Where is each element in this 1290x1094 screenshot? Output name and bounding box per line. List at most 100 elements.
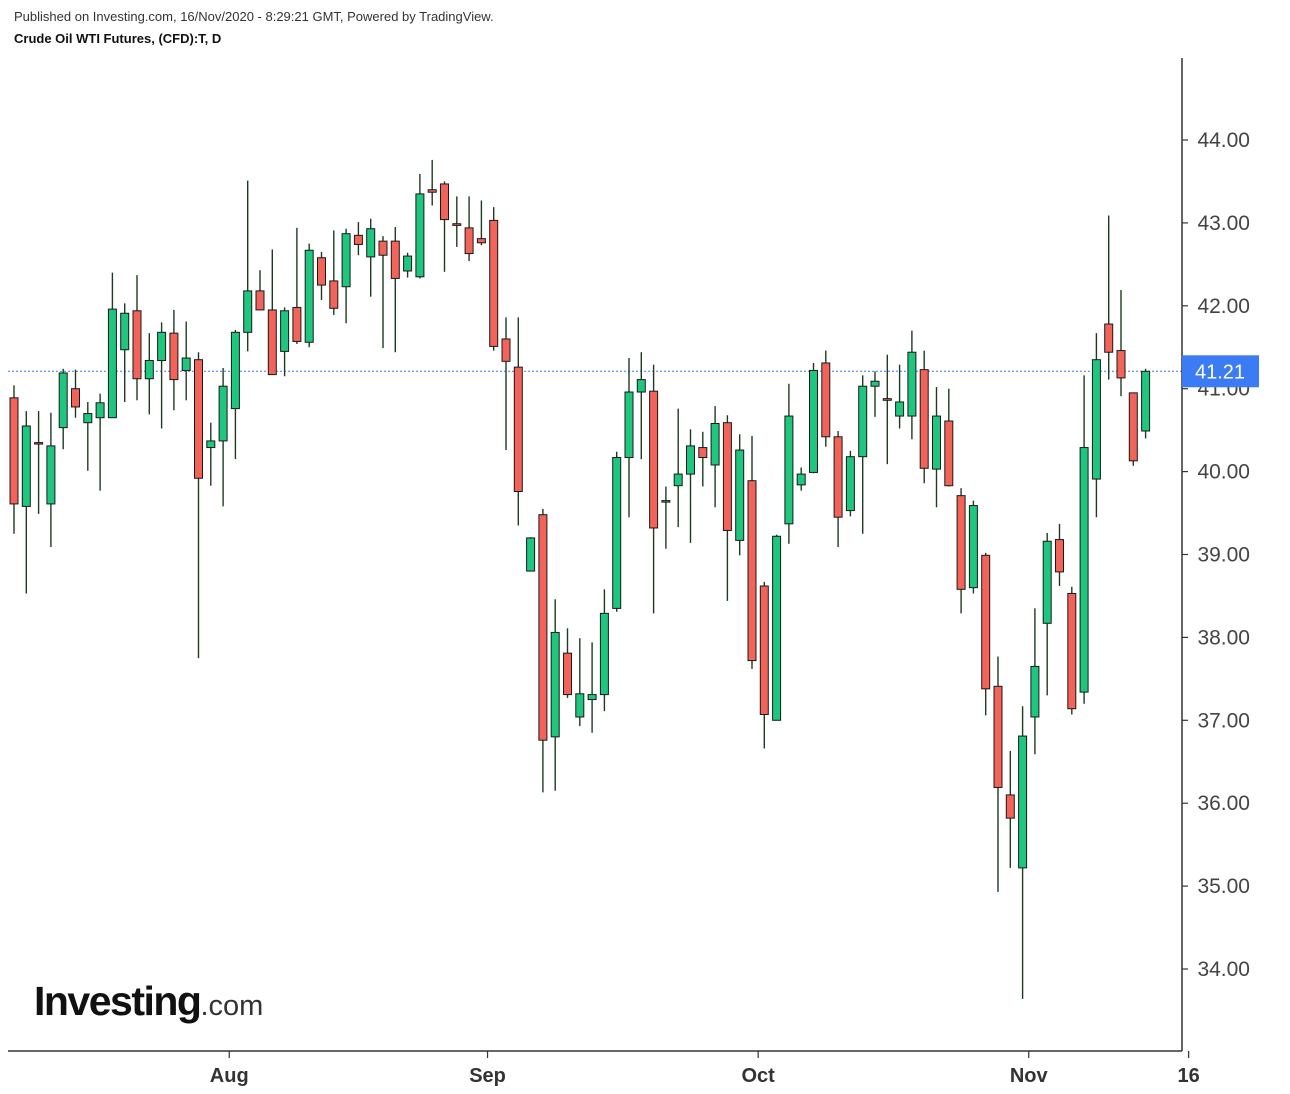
candle-body-up [845,456,855,512]
candle [243,180,253,352]
candle-body-up [218,385,228,442]
candle-body-up [1079,447,1089,693]
candle-body-up [181,357,191,371]
candle-body-up [46,445,56,505]
candle-body-up [1141,370,1151,432]
candle [304,243,314,348]
candle-body-down [1067,592,1077,710]
candle-body-down [378,240,388,256]
candle-body-up [95,402,105,419]
candle-body-up [599,612,609,696]
candle [378,236,388,349]
candle-body-up [21,425,31,507]
candle [132,275,142,401]
candle [218,367,228,507]
candle-body-up [673,473,683,487]
candle-body-down [476,238,486,244]
y-tick-label: 44.00 [1197,129,1250,152]
candle-body-down [132,310,142,380]
candle [882,354,892,465]
candle [58,368,68,450]
candle [292,227,302,344]
candle [526,537,536,572]
candle-body-up [895,401,905,417]
candle [1116,290,1126,397]
candle [710,406,720,508]
candle [1141,368,1151,439]
candle-body-down [353,234,363,245]
candle-body-down [563,652,572,696]
candle-body-up [686,445,695,475]
candle-body-down [464,227,474,255]
candle [673,408,683,528]
candle-body-up [1042,540,1052,624]
candle-body-up [280,310,290,352]
candle-body-down [993,685,1003,788]
candle-body-down [427,189,437,193]
candle [390,227,400,353]
candle-body-up [870,380,880,387]
candle-body-down [919,369,929,469]
candle-body-down [452,223,462,226]
x-tick-label: Oct [741,1065,775,1087]
candle-body-down [71,388,80,408]
published-note: Published on Investing.com, 16/Nov/2020 … [14,9,494,24]
candle-body-up [661,500,671,503]
candle-body-up [206,440,216,449]
candle-body-down [501,338,511,362]
candle [1104,215,1114,380]
candle [833,430,843,548]
candle [587,642,597,733]
candle-body-up [710,423,720,466]
investing-logo: Investing.com [34,978,264,1024]
candle [956,488,966,614]
candle [489,207,499,351]
candle [427,159,437,206]
candle-body-up [932,415,941,470]
x-tick-label: 16 [1178,1065,1200,1087]
y-tick-label: 38.00 [1197,626,1250,649]
candle-body-down [390,240,400,279]
candle-body-down [9,397,19,505]
candle [735,434,745,556]
candle-body-down [759,585,769,715]
candle [317,251,326,300]
candle [1018,706,1028,999]
candle [9,385,19,534]
candle-body-up [230,331,240,410]
x-tick-label: Nov [1010,1065,1049,1087]
candle [366,218,376,297]
candle-body-up [796,473,806,486]
y-tick-label: 37.00 [1197,709,1250,732]
candle-body-up [144,360,154,380]
candle-body-up [1018,735,1028,869]
candle-body-up [243,290,253,333]
candle [759,581,769,749]
candle [83,401,93,471]
candle-body-up [1091,359,1101,480]
candle-body-up [526,537,536,572]
candle-body-up [968,505,978,589]
candle-body-up [612,457,622,609]
candle [821,350,831,447]
candle [809,363,818,474]
candle [501,317,511,451]
candle [353,222,363,256]
candle [157,322,167,429]
candle-body-down [292,306,302,342]
candle-body-up [107,308,117,419]
candle-body-up [120,312,130,351]
candle-body-up [415,193,425,278]
candle-body-up [858,385,868,458]
candle-body-up [784,415,794,525]
y-tick-label: 36.00 [1197,792,1250,815]
candle [1067,586,1077,715]
candle-body-up [1030,665,1040,718]
candle-body-up [366,228,376,258]
candle [95,393,105,491]
candle [169,309,179,411]
candle-body-up [809,369,818,473]
candle-body-down [1055,539,1064,573]
candle-body-down [1005,794,1015,819]
